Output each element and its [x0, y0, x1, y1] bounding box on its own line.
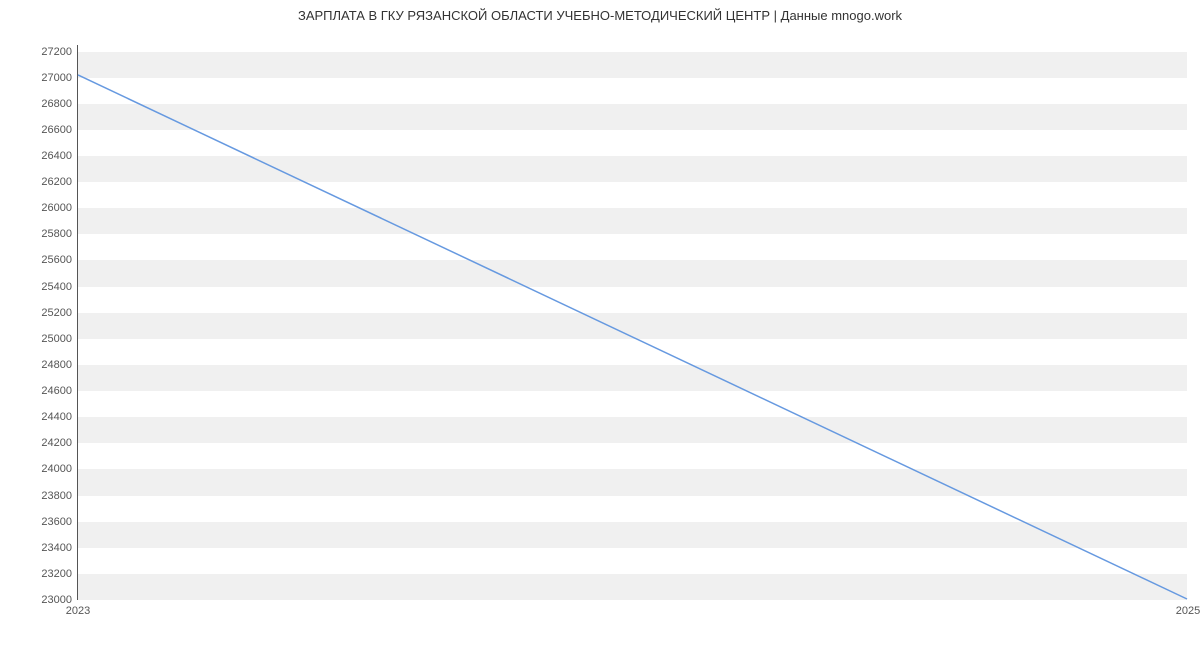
y-tick-label: 23800: [41, 490, 72, 502]
y-tick-label: 25000: [41, 333, 72, 345]
y-tick-label: 23600: [41, 516, 72, 528]
y-tick-label: 26000: [41, 202, 72, 214]
y-tick-label: 27000: [41, 72, 72, 84]
y-tick-label: 27200: [41, 46, 72, 58]
y-tick-label: 23400: [41, 542, 72, 554]
y-tick-label: 25600: [41, 254, 72, 266]
salary-chart: ЗАРПЛАТА В ГКУ РЯЗАНСКОЙ ОБЛАСТИ УЧЕБНО-…: [0, 0, 1200, 650]
y-tick-label: 26200: [41, 176, 72, 188]
y-tick-label: 26600: [41, 124, 72, 136]
chart-title: ЗАРПЛАТА В ГКУ РЯЗАНСКОЙ ОБЛАСТИ УЧЕБНО-…: [0, 8, 1200, 23]
series-line: [78, 75, 1187, 599]
y-tick-label: 23200: [41, 568, 72, 580]
y-tick-label: 24200: [41, 437, 72, 449]
y-tick-label: 25400: [41, 281, 72, 293]
y-tick-label: 24400: [41, 411, 72, 423]
y-tick-label: 25800: [41, 228, 72, 240]
y-tick-label: 26800: [41, 98, 72, 110]
y-tick-label: 24000: [41, 463, 72, 475]
x-tick-label: 2023: [66, 605, 90, 617]
y-tick-label: 25200: [41, 307, 72, 319]
y-tick-label: 24600: [41, 385, 72, 397]
plot-area: 2300023200234002360023800240002420024400…: [77, 45, 1187, 600]
y-tick-label: 26400: [41, 150, 72, 162]
y-tick-label: 24800: [41, 359, 72, 371]
chart-line-svg: [78, 45, 1187, 599]
x-tick-label: 2025: [1176, 605, 1200, 617]
